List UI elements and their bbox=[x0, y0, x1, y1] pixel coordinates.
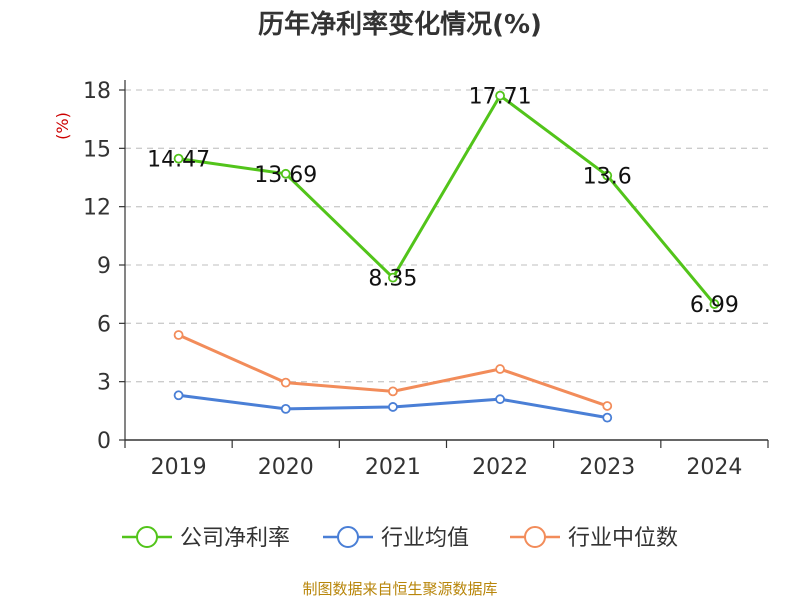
y-tick-label-15: 15 bbox=[83, 137, 111, 162]
data-label-2021: 8.35 bbox=[368, 267, 417, 292]
legend-label: 行业中位数 bbox=[568, 526, 678, 551]
y-tick-label-12: 12 bbox=[83, 196, 111, 221]
data-point-2021[interactable] bbox=[388, 272, 398, 283]
data-point-2022[interactable] bbox=[495, 364, 505, 374]
data-point-2020[interactable] bbox=[280, 168, 291, 179]
x-tick-label-2022: 2022 bbox=[472, 455, 528, 480]
x-tick-label-2023: 2023 bbox=[579, 455, 635, 480]
legend-item-2[interactable]: 行业中位数 bbox=[510, 526, 678, 551]
data-point-2020[interactable] bbox=[280, 377, 291, 388]
legend-label: 公司净利率 bbox=[180, 526, 290, 551]
data-point-2023[interactable] bbox=[602, 401, 613, 411]
series-line bbox=[178, 94, 716, 306]
series-lines bbox=[173, 90, 720, 423]
legend-item-0[interactable]: 公司净利率 bbox=[122, 526, 290, 551]
data-point-2022[interactable] bbox=[495, 90, 505, 101]
data-labels: 14.47 13.69 8.35 17.71 13.6 6.99 bbox=[147, 85, 739, 318]
x-tick-label-2021: 2021 bbox=[365, 455, 421, 480]
legend-label: 行业均值 bbox=[381, 526, 469, 551]
data-point-2020[interactable] bbox=[280, 403, 291, 414]
data-label-2020: 13.69 bbox=[254, 163, 317, 188]
data-point-2019[interactable] bbox=[173, 390, 184, 401]
data-point-2022[interactable] bbox=[495, 394, 505, 405]
data-label-2024: 6.99 bbox=[690, 293, 739, 318]
data-label-2022: 17.71 bbox=[469, 85, 532, 110]
data-point-2021[interactable] bbox=[388, 402, 398, 412]
axes: 0 3 6 9 12 15 18 2019 2020 2021 2022 2023 2024 bbox=[83, 79, 769, 480]
series-0 bbox=[173, 90, 720, 309]
data-point-2019[interactable] bbox=[173, 330, 184, 340]
data-label-2019: 14.47 bbox=[147, 148, 210, 173]
x-tick-label-2019: 2019 bbox=[151, 455, 207, 480]
x-tick-label-2024: 2024 bbox=[686, 455, 742, 480]
data-label-2023: 13.6 bbox=[583, 165, 632, 190]
legend[interactable]: 公司净利率 行业均值 行业中位数 bbox=[122, 526, 678, 551]
data-point-2019[interactable] bbox=[173, 153, 184, 164]
y-tick-label-9: 9 bbox=[97, 254, 111, 279]
chart-title: 历年净利率变化情况(%) bbox=[258, 9, 542, 40]
data-point-2023[interactable] bbox=[602, 170, 613, 181]
legend-marker bbox=[136, 526, 158, 548]
series-2 bbox=[173, 330, 613, 411]
y-tick-label-18: 18 bbox=[83, 79, 111, 104]
y-tick-label-0: 0 bbox=[97, 429, 111, 454]
data-point-2023[interactable] bbox=[602, 412, 613, 423]
y-axis-unit-label: (%) bbox=[53, 112, 72, 140]
data-point-2024[interactable] bbox=[709, 299, 720, 309]
source-footer: 制图数据来自恒生聚源数据库 bbox=[302, 580, 497, 598]
legend-marker bbox=[337, 526, 359, 548]
legend-item-1[interactable]: 行业均值 bbox=[323, 526, 469, 551]
x-tick-label-2020: 2020 bbox=[258, 455, 314, 480]
legend-marker bbox=[524, 526, 546, 548]
y-tick-label-3: 3 bbox=[97, 371, 111, 396]
series-1 bbox=[173, 390, 613, 423]
data-point-2021[interactable] bbox=[388, 386, 398, 397]
gridlines bbox=[125, 89, 768, 383]
y-tick-label-6: 6 bbox=[97, 312, 111, 337]
